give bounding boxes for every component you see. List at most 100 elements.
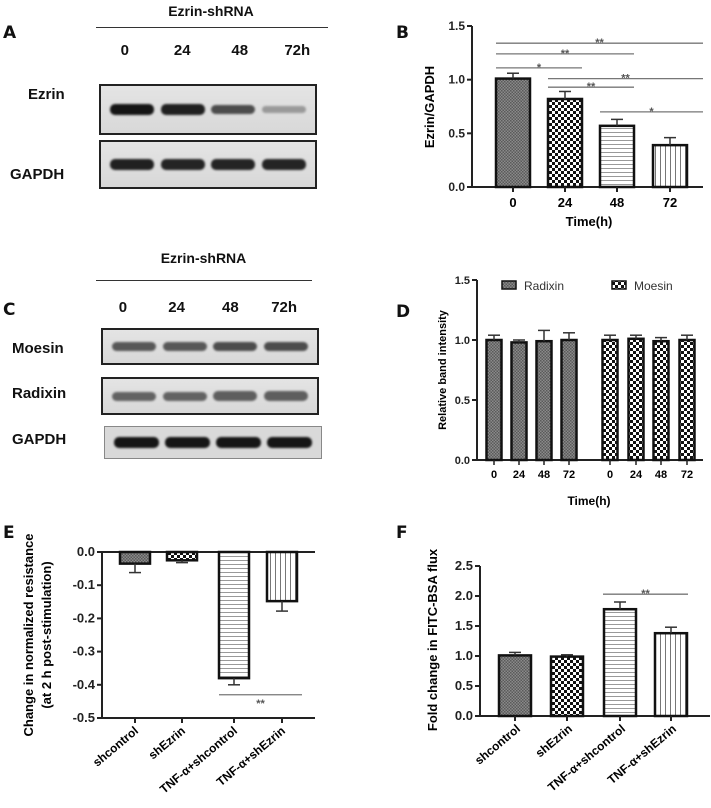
svg-text:**: ** xyxy=(621,73,630,85)
blot-band xyxy=(112,341,157,352)
lane-label: 72h xyxy=(284,42,311,59)
svg-text:Fold change in FITC-BSA flux: Fold change in FITC-BSA flux xyxy=(425,548,440,731)
blot-c-row-label-gapdh: GAPDH xyxy=(12,431,67,448)
svg-text:0: 0 xyxy=(509,195,516,210)
blot-band xyxy=(211,104,256,115)
blot-band xyxy=(110,104,155,115)
svg-text:72: 72 xyxy=(563,469,575,481)
svg-text:72: 72 xyxy=(663,195,677,210)
blot-band xyxy=(160,104,205,115)
bar xyxy=(651,143,689,189)
svg-text:**: ** xyxy=(256,698,265,710)
svg-text:Time(h): Time(h) xyxy=(567,494,610,508)
blot-band xyxy=(110,159,155,170)
blot-c-moesin-strip xyxy=(101,328,319,365)
lane-label: 72h xyxy=(271,299,298,316)
blot-a-row-label-gapdh: GAPDH xyxy=(10,166,65,183)
blot-c-gapdh-strip xyxy=(104,426,322,459)
svg-text:2.5: 2.5 xyxy=(455,558,473,573)
svg-text:0.0: 0.0 xyxy=(77,544,95,559)
svg-text:**: ** xyxy=(561,48,570,60)
blot-a-title: Ezrin-shRNA xyxy=(168,3,254,19)
blot-band xyxy=(162,391,207,401)
blot-a-gapdh-strip xyxy=(99,140,317,189)
bar xyxy=(497,654,533,718)
svg-text:1.5: 1.5 xyxy=(455,275,470,287)
svg-text:0.5: 0.5 xyxy=(455,395,470,407)
blot-a-ezrin-strip xyxy=(99,84,317,135)
svg-text:0: 0 xyxy=(607,469,613,481)
svg-text:Ezrin/GAPDH: Ezrin/GAPDH xyxy=(422,66,437,148)
svg-text:0.5: 0.5 xyxy=(455,678,473,693)
bar xyxy=(217,550,251,680)
blot-band xyxy=(267,437,312,448)
blot-band xyxy=(261,105,306,114)
blot-band xyxy=(263,341,308,352)
svg-text:*: * xyxy=(537,62,542,74)
legend-swatch xyxy=(611,280,627,290)
blot-band xyxy=(216,437,261,448)
bar xyxy=(653,631,689,718)
blot-c-lane-labels: 0 24 48 72h xyxy=(96,299,311,316)
blot-band xyxy=(114,437,159,448)
lane-label: 0 xyxy=(118,299,128,316)
blot-band xyxy=(263,391,308,401)
svg-text:0.0: 0.0 xyxy=(455,455,470,467)
svg-text:1.0: 1.0 xyxy=(455,648,473,663)
blot-band xyxy=(160,159,205,170)
bar xyxy=(494,77,532,189)
svg-text:48: 48 xyxy=(655,469,667,481)
blot-c-title: Ezrin-shRNA xyxy=(160,250,247,266)
blot-a-lane-labels: 0 24 48 72h xyxy=(96,42,326,59)
svg-text:2.0: 2.0 xyxy=(455,588,473,603)
svg-text:0: 0 xyxy=(491,469,497,481)
svg-text:-0.3: -0.3 xyxy=(73,644,95,659)
svg-text:Change in normalized resistanc: Change in normalized resistance xyxy=(21,533,36,736)
blot-c-title-rule xyxy=(96,280,312,281)
svg-text:0.0: 0.0 xyxy=(448,180,465,194)
svg-text:-0.2: -0.2 xyxy=(73,610,95,625)
svg-text:shcontrol: shcontrol xyxy=(472,722,523,768)
blot-a-row-label-ezrin: Ezrin xyxy=(28,86,65,103)
panel-letter-c: C xyxy=(3,300,16,320)
svg-text:48: 48 xyxy=(538,469,550,481)
svg-text:1.0: 1.0 xyxy=(448,73,465,87)
svg-text:1.5: 1.5 xyxy=(455,618,473,633)
blot-band xyxy=(261,159,306,170)
bar xyxy=(549,655,585,718)
svg-text:**: ** xyxy=(595,37,604,49)
svg-text:-0.1: -0.1 xyxy=(73,577,95,592)
svg-text:(at 2 h post-stimulation): (at 2 h post-stimulation) xyxy=(39,561,54,708)
blot-band xyxy=(213,341,258,352)
svg-text:24: 24 xyxy=(558,195,573,210)
svg-text:**: ** xyxy=(587,81,596,93)
svg-text:shEzrin: shEzrin xyxy=(533,722,575,761)
svg-text:0.5: 0.5 xyxy=(448,126,465,140)
svg-text:*: * xyxy=(649,106,654,118)
svg-text:Radixin: Radixin xyxy=(524,279,564,293)
bar xyxy=(265,550,299,603)
blot-c-radixin-strip xyxy=(101,377,319,415)
blot-c-row-label-radixin: Radixin xyxy=(12,385,67,402)
svg-text:48: 48 xyxy=(610,195,624,210)
blot-band xyxy=(165,437,210,448)
blot-c-row-label-moesin: Moesin xyxy=(12,340,64,357)
svg-text:1.5: 1.5 xyxy=(448,19,465,33)
svg-text:0.0: 0.0 xyxy=(455,708,473,723)
blot-band xyxy=(112,391,157,401)
blot-band xyxy=(162,341,207,352)
svg-text:Relative band intensity: Relative band intensity xyxy=(437,309,449,430)
svg-text:Moesin: Moesin xyxy=(634,279,673,293)
lane-label: 48 xyxy=(231,42,249,59)
panel-letter-a: A xyxy=(3,23,17,43)
lane-label: 48 xyxy=(222,299,239,316)
svg-text:1.0: 1.0 xyxy=(455,335,470,347)
svg-text:Time(h): Time(h) xyxy=(566,214,613,229)
svg-text:72: 72 xyxy=(681,469,693,481)
lane-label: 24 xyxy=(173,42,191,59)
svg-text:**: ** xyxy=(641,588,650,600)
svg-text:24: 24 xyxy=(513,469,526,481)
